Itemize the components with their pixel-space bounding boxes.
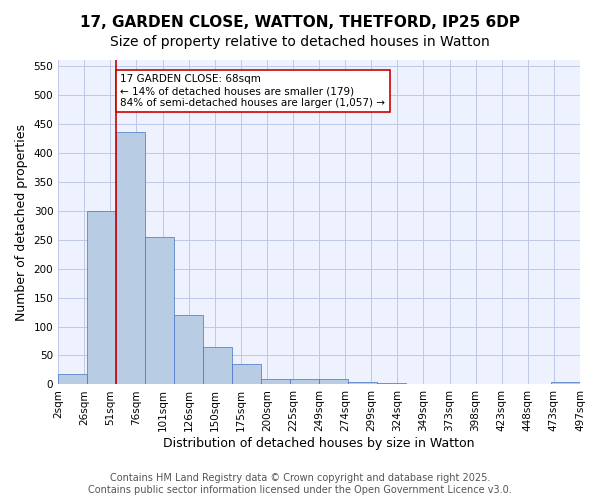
Bar — [290, 378, 319, 384]
Bar — [87, 210, 116, 384]
Text: 17, GARDEN CLOSE, WATTON, THETFORD, IP25 6DP: 17, GARDEN CLOSE, WATTON, THETFORD, IP25… — [80, 15, 520, 30]
Bar — [174, 315, 203, 384]
Bar — [116, 132, 145, 384]
Bar — [145, 236, 174, 384]
Bar — [319, 378, 348, 384]
Text: 17 GARDEN CLOSE: 68sqm
← 14% of detached houses are smaller (179)
84% of semi-de: 17 GARDEN CLOSE: 68sqm ← 14% of detached… — [121, 74, 385, 108]
Bar — [203, 347, 232, 385]
Text: Size of property relative to detached houses in Watton: Size of property relative to detached ho… — [110, 35, 490, 49]
X-axis label: Distribution of detached houses by size in Watton: Distribution of detached houses by size … — [163, 437, 475, 450]
Bar — [232, 364, 261, 384]
Bar — [551, 382, 580, 384]
Text: Contains HM Land Registry data © Crown copyright and database right 2025.
Contai: Contains HM Land Registry data © Crown c… — [88, 474, 512, 495]
Bar — [261, 378, 290, 384]
Bar — [348, 382, 377, 384]
Bar — [58, 374, 87, 384]
Y-axis label: Number of detached properties: Number of detached properties — [15, 124, 28, 320]
Bar — [377, 382, 406, 384]
